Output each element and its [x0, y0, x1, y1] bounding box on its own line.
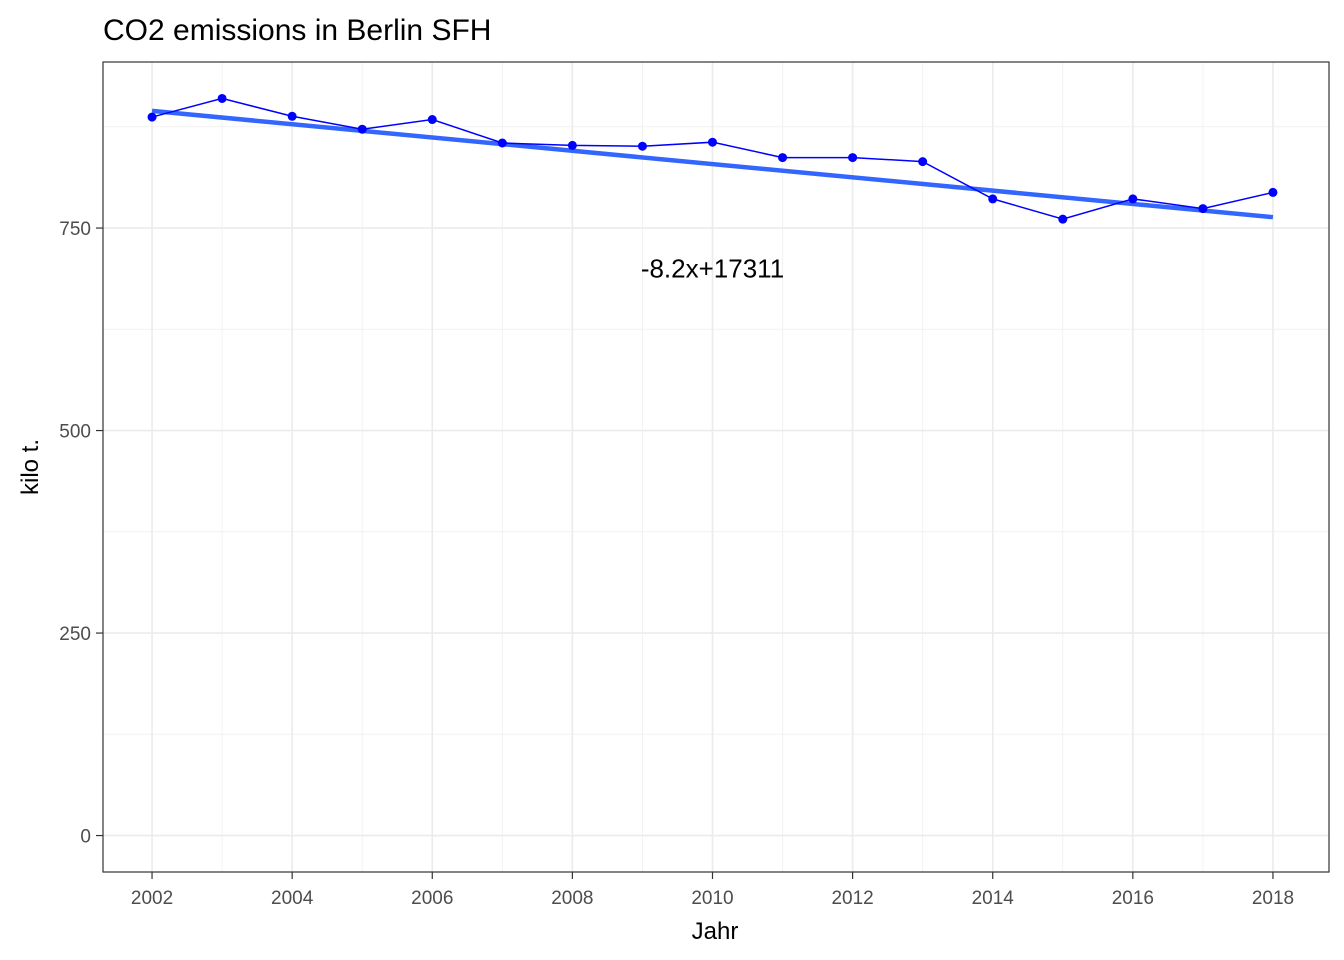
grid-major — [103, 62, 1329, 872]
y-axis-title: kilo t. — [17, 439, 44, 495]
x-axis-title: Jahr — [692, 918, 739, 945]
x-tick-label: 2010 — [691, 888, 733, 909]
data-point — [848, 153, 858, 163]
data-point — [988, 194, 998, 204]
y-tick-label: 0 — [80, 827, 91, 848]
data-point — [1268, 187, 1278, 197]
x-tick-label: 2006 — [411, 888, 453, 909]
x-tick-label: 2018 — [1252, 888, 1294, 909]
data-point — [287, 111, 297, 121]
plot-panel-border — [102, 61, 1330, 873]
data-point — [1198, 204, 1208, 214]
trend-equation-annotation: -8.2x+17311 — [641, 254, 784, 284]
y-axis: 0 250 500 750 — [59, 219, 103, 848]
data-point — [637, 141, 647, 151]
data-point — [567, 140, 577, 150]
x-axis: 2002 2004 2006 2008 2010 2012 2014 2016 2018 — [131, 872, 1294, 909]
x-tick-label: 2008 — [551, 888, 593, 909]
data-point — [357, 124, 367, 134]
data-point — [1128, 194, 1138, 204]
x-tick-label: 2004 — [271, 888, 314, 909]
trend-line — [151, 108, 1274, 220]
y-tick-label: 750 — [59, 219, 91, 240]
data-point — [1058, 214, 1068, 224]
data-point — [427, 115, 437, 125]
series-layer — [147, 93, 1278, 224]
plot-panel-background — [103, 62, 1329, 872]
chart-title: CO2 emissions in Berlin SFH — [103, 14, 491, 47]
x-tick-label: 2014 — [972, 888, 1015, 909]
trend-layer — [151, 108, 1274, 220]
y-tick-label: 500 — [59, 422, 91, 443]
data-point — [147, 112, 157, 122]
data-point — [707, 137, 717, 147]
x-tick-label: 2016 — [1112, 888, 1154, 909]
x-tick-label: 2012 — [831, 888, 873, 909]
y-tick-label: 250 — [59, 624, 91, 645]
data-point — [918, 157, 928, 167]
data-point — [778, 153, 788, 163]
data-point — [217, 93, 227, 103]
x-tick-label: 2002 — [131, 888, 173, 909]
data-point — [497, 138, 507, 148]
